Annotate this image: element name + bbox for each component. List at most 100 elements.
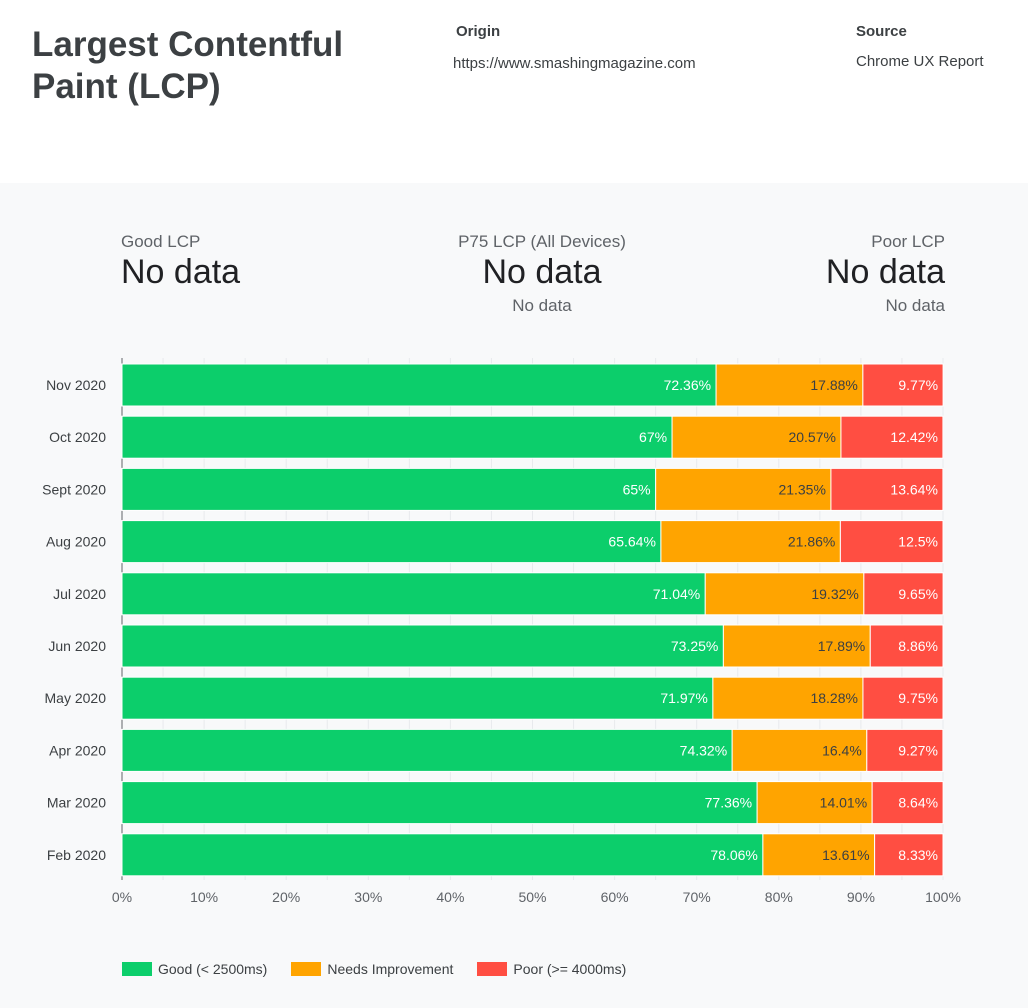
y-tick-label: May 2020 xyxy=(45,690,107,706)
x-tick-label: 60% xyxy=(601,889,629,905)
legend-label: Poor (>= 4000ms) xyxy=(513,961,627,977)
legend: Good (< 2500ms) Needs Improvement Poor (… xyxy=(122,961,650,977)
x-tick-label: 30% xyxy=(354,889,382,905)
bar-segment-poor xyxy=(862,363,944,407)
data-label: 21.35% xyxy=(778,481,825,497)
data-label: 19.32% xyxy=(811,586,858,602)
x-tick-label: 50% xyxy=(518,889,546,905)
y-tick-label: Mar 2020 xyxy=(47,795,106,811)
x-tick-label: 70% xyxy=(683,889,711,905)
bar-segment-poor xyxy=(830,467,944,511)
bar-segment-poor xyxy=(862,676,944,720)
data-label: 9.65% xyxy=(898,586,938,602)
data-label: 12.42% xyxy=(890,429,937,445)
bar-segment-good xyxy=(121,833,764,877)
stat-value: No data xyxy=(121,253,241,291)
data-label: 8.64% xyxy=(898,795,938,811)
legend-item-good: Good (< 2500ms) xyxy=(122,961,267,977)
legend-swatch xyxy=(477,962,508,976)
bar-segment-good xyxy=(121,363,717,407)
y-tick-label: Oct 2020 xyxy=(49,429,106,445)
data-label: 12.5% xyxy=(898,534,938,550)
source-value: Chrome UX Report xyxy=(856,53,984,70)
bar-segment-needs-improvement xyxy=(756,781,873,825)
data-label: 14.01% xyxy=(820,795,867,811)
y-tick-label: Feb 2020 xyxy=(47,847,106,863)
y-tick-label: Sept 2020 xyxy=(42,481,106,497)
x-tick-label: 0% xyxy=(112,889,132,905)
data-label: 9.77% xyxy=(898,377,938,393)
data-label: 21.86% xyxy=(788,534,835,550)
data-label: 18.28% xyxy=(810,690,857,706)
source-label: Source xyxy=(856,23,907,40)
legend-swatch xyxy=(291,962,322,976)
bar-segment-needs-improvement xyxy=(704,572,865,616)
stat-label: P75 LCP (All Devices) xyxy=(458,232,626,251)
bar-segment-needs-improvement xyxy=(762,833,876,877)
data-label: 8.33% xyxy=(898,847,938,863)
stat-sub: No data xyxy=(885,296,945,315)
x-tick-label: 80% xyxy=(765,889,793,905)
stat-p75-lcp: P75 LCP (All Devices) No data No data xyxy=(392,232,692,316)
bar-segment-poor xyxy=(840,415,944,459)
legend-label: Good (< 2500ms) xyxy=(158,961,268,977)
x-tick-label: 10% xyxy=(190,889,218,905)
bar-segment-needs-improvement xyxy=(655,467,832,511)
data-label: 16.4% xyxy=(822,742,862,758)
y-tick-label: Nov 2020 xyxy=(46,377,106,393)
page-title: Largest Contentful Paint (LCP) xyxy=(32,25,344,106)
x-tick-label: 20% xyxy=(272,889,300,905)
stat-sub: No data xyxy=(512,296,572,315)
data-label: 8.86% xyxy=(898,638,938,654)
data-label: 65.64% xyxy=(608,534,655,550)
legend-item-poor: Poor (>= 4000ms) xyxy=(477,961,626,977)
stat-value: No data xyxy=(482,253,602,291)
legend-swatch xyxy=(122,962,152,976)
stat-label: Good LCP xyxy=(121,232,201,251)
bar-segment-poor xyxy=(869,624,944,668)
x-tick-label: 90% xyxy=(847,889,875,905)
bar-segment-poor xyxy=(863,572,944,616)
data-label: 67% xyxy=(639,429,667,445)
data-label: 77.36% xyxy=(705,795,752,811)
data-label: 20.57% xyxy=(788,429,835,445)
data-label: 71.97% xyxy=(660,690,707,706)
bar-segment-good xyxy=(121,624,724,668)
y-tick-label: Jun 2020 xyxy=(48,638,106,654)
data-label: 72.36% xyxy=(664,377,711,393)
y-tick-label: Jul 2020 xyxy=(53,586,106,602)
data-label: 71.04% xyxy=(653,586,700,602)
data-label: 78.06% xyxy=(710,847,757,863)
data-label: 17.89% xyxy=(818,638,865,654)
bar-segment-good xyxy=(121,520,662,564)
legend-item-needs-improvement: Needs Improvement xyxy=(291,961,453,977)
data-label: 9.75% xyxy=(898,690,938,706)
bar-segment-poor xyxy=(866,728,944,772)
stat-label: Poor LCP xyxy=(871,232,945,251)
bar-segment-good xyxy=(121,415,673,459)
data-label: 65% xyxy=(623,481,651,497)
data-label: 73.25% xyxy=(671,638,718,654)
bar-segment-needs-improvement xyxy=(715,363,864,407)
bar-segment-poor xyxy=(839,520,944,564)
bar-segment-needs-improvement xyxy=(722,624,871,668)
bar-segment-good xyxy=(121,572,706,616)
data-label: 13.64% xyxy=(890,481,937,497)
data-label: 17.88% xyxy=(810,377,857,393)
x-tick-label: 40% xyxy=(436,889,464,905)
bar-segment-good xyxy=(121,728,733,772)
y-tick-label: Aug 2020 xyxy=(46,534,106,550)
y-tick-label: Apr 2020 xyxy=(49,742,106,758)
bar-segment-good xyxy=(121,467,657,511)
legend-label: Needs Improvement xyxy=(327,961,454,977)
data-label: 13.61% xyxy=(822,847,869,863)
x-tick-label: 100% xyxy=(925,889,961,905)
stat-value: No data xyxy=(825,253,945,291)
header: Largest Contentful Paint (LCP) Origin ht… xyxy=(0,0,1028,183)
bar-segment-poor xyxy=(874,833,944,877)
stat-poor-lcp: Poor LCP No data No data xyxy=(645,232,945,316)
origin-label: Origin xyxy=(456,23,501,40)
origin-value: https://www.smashingmagazine.com xyxy=(453,55,696,72)
bar-segment-poor xyxy=(871,781,944,825)
